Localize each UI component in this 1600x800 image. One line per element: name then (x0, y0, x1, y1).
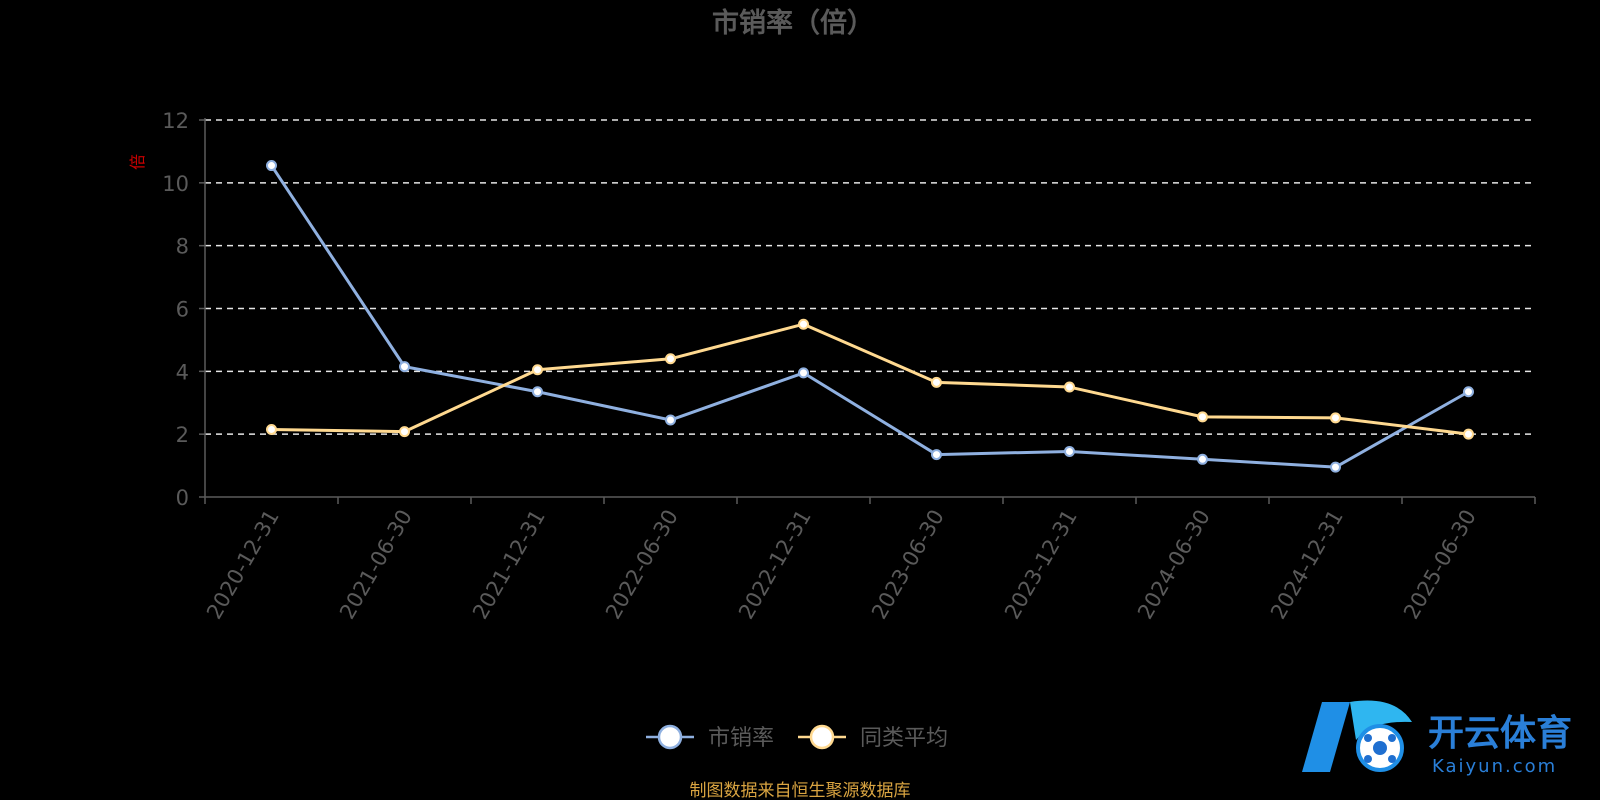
legend[interactable]: 市销率 同类平均 (646, 724, 948, 751)
x-tick-label: 2022-12-31 (734, 506, 816, 624)
data-point (798, 367, 809, 379)
data-point (1463, 386, 1474, 398)
data-point (665, 353, 676, 365)
y-tick-labels: 0 2 4 6 8 10 12 (162, 109, 189, 510)
x-tick-label: 2021-12-31 (468, 506, 550, 624)
data-point (1330, 461, 1341, 473)
data-point (266, 160, 277, 172)
y-tick-label: 6 (176, 298, 189, 322)
y-tick-label: 2 (176, 423, 189, 447)
data-point (1197, 411, 1208, 423)
x-tick-label: 2020-12-31 (202, 506, 284, 624)
y-tick-label: 8 (176, 235, 189, 259)
legend-label: 市销率 (708, 726, 774, 751)
source-note: 制图数据来自恒生聚源数据库 (690, 781, 911, 800)
legend-label: 同类平均 (860, 726, 948, 751)
watermark: 开云体育 Kaiyun.com (1302, 700, 1572, 777)
data-point (1330, 412, 1341, 424)
data-point (532, 364, 543, 376)
x-tick-label: 2025-06-30 (1399, 506, 1481, 624)
series-line (270, 164, 1470, 469)
x-tick-label: 2024-06-30 (1133, 506, 1215, 624)
axes (199, 118, 1536, 504)
legend-marker (657, 724, 683, 750)
kaiyun-logo-icon (1302, 700, 1412, 772)
legend-item[interactable]: 市销率 (646, 724, 774, 751)
y-tick-label: 4 (176, 360, 189, 384)
data-point (931, 449, 942, 461)
legend-marker (809, 724, 835, 750)
data-point (266, 423, 277, 435)
series-group (266, 160, 1474, 473)
watermark-brand: 开云体育 (1428, 713, 1572, 754)
grid-lines (205, 119, 1535, 435)
x-tick-label: 2024-12-31 (1266, 506, 1348, 624)
x-tick-label: 2022-06-30 (601, 506, 683, 624)
y-axis-unit-label: 倍 (128, 154, 147, 170)
x-tick-label: 2023-12-31 (1000, 506, 1082, 624)
data-point (1197, 453, 1208, 465)
y-tick-label: 10 (162, 172, 189, 196)
data-point (798, 318, 809, 330)
legend-item[interactable]: 同类平均 (798, 724, 948, 751)
y-tick-label: 12 (162, 109, 189, 133)
series-line (271, 322, 1469, 436)
x-tick-labels: 2020-12-31 2021-06-30 2021-12-31 2022-06-30… (202, 506, 1481, 624)
data-point (399, 361, 410, 373)
data-point (1463, 428, 1474, 440)
data-point (1064, 381, 1075, 393)
watermark-domain: Kaiyun.com (1432, 756, 1557, 777)
y-tick-label: 0 (176, 486, 189, 510)
data-point (1064, 445, 1075, 457)
data-point (665, 414, 676, 426)
x-tick-label: 2023-06-30 (867, 506, 949, 624)
data-point (931, 376, 942, 388)
x-tick-label: 2021-06-30 (335, 506, 417, 624)
chart-title: 市销率（倍） (712, 7, 874, 39)
data-point (399, 426, 410, 438)
data-point (532, 386, 543, 398)
